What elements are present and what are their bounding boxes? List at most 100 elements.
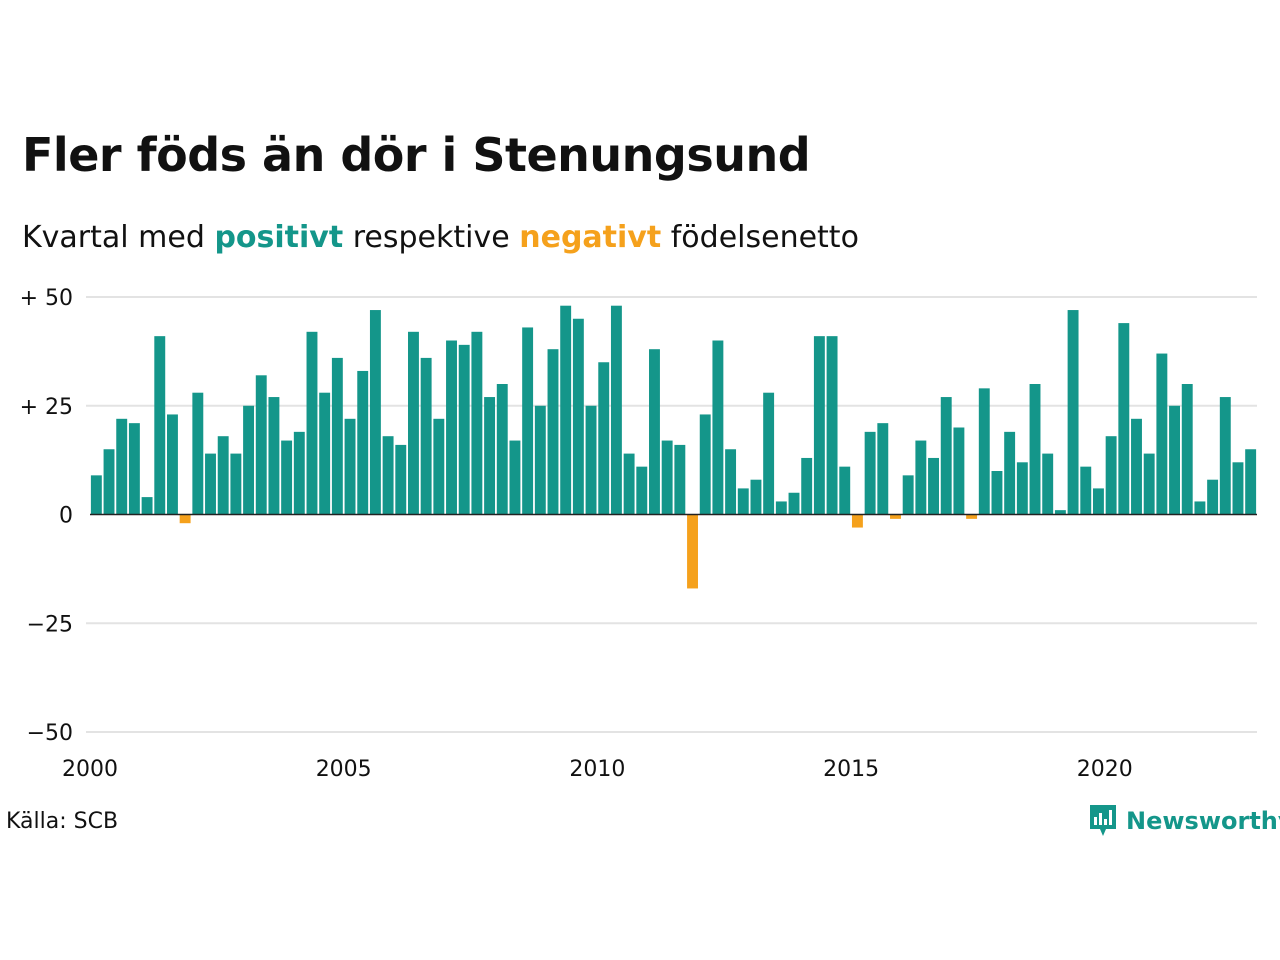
- bar: [1131, 418, 1142, 515]
- bar: [192, 392, 204, 515]
- bar: [547, 349, 559, 515]
- source-note: Källa: SCB: [6, 809, 119, 834]
- bar: [801, 457, 813, 515]
- bar: [319, 392, 331, 515]
- bar: [1245, 449, 1257, 515]
- newsworthy-logo-icon: [1090, 805, 1116, 836]
- bar: [344, 418, 356, 515]
- bar: [737, 488, 749, 515]
- bar: [775, 501, 787, 515]
- bar: [725, 449, 737, 515]
- bar: [763, 392, 775, 515]
- bar: [699, 414, 711, 515]
- x-tick-label: 2010: [569, 757, 625, 782]
- bar: [369, 310, 381, 515]
- bar: [395, 444, 407, 515]
- bar: [788, 492, 800, 515]
- bar: [306, 331, 318, 515]
- bar: [915, 440, 927, 515]
- bar: [585, 405, 597, 515]
- bar: [331, 357, 343, 515]
- bar: [1194, 501, 1206, 515]
- bar: [1004, 431, 1016, 515]
- bar: [509, 440, 521, 515]
- x-tick-label: 2000: [62, 757, 118, 782]
- bar: [1143, 453, 1155, 515]
- bar: [940, 397, 952, 515]
- bar: [623, 453, 635, 515]
- bar: [560, 305, 572, 515]
- subtitle-prefix: Kvartal med: [22, 220, 205, 255]
- bar: [217, 436, 229, 515]
- bar: [281, 440, 293, 515]
- bar: [496, 384, 508, 515]
- bar: [255, 375, 267, 515]
- bar: [1067, 310, 1079, 515]
- bar: [90, 475, 102, 515]
- subtitle-middle: respektive: [352, 220, 510, 255]
- bar: [205, 453, 216, 515]
- chart-subtitle: Kvartal med positivt respektive negativt…: [22, 220, 859, 255]
- x-tick-label: 2005: [316, 757, 372, 782]
- bar: [902, 475, 914, 515]
- bar: [141, 497, 153, 515]
- bar: [1054, 510, 1066, 515]
- bar: [1042, 453, 1054, 515]
- bar: [1029, 384, 1041, 515]
- bar: [928, 457, 939, 515]
- bar: [839, 466, 851, 515]
- bar: [661, 440, 673, 515]
- brand-logo: Newsworthy: [1088, 803, 1280, 839]
- bar: [1232, 462, 1244, 515]
- bar: [826, 336, 838, 515]
- bar: [1118, 323, 1130, 515]
- bar: [1105, 436, 1117, 515]
- bar: [1219, 397, 1231, 515]
- bar: [712, 340, 724, 515]
- bar: [471, 331, 483, 515]
- bar: [446, 340, 457, 515]
- bar: [750, 479, 762, 515]
- bar: [484, 397, 496, 515]
- bar: [674, 444, 686, 515]
- y-tick-label: + 25: [20, 395, 73, 420]
- bar: [1080, 466, 1092, 515]
- bar: [1207, 479, 1219, 515]
- bar: [649, 349, 660, 515]
- y-tick-label: −50: [27, 721, 73, 746]
- subtitle-suffix: födelsenetto: [670, 220, 859, 255]
- bar: [1092, 488, 1104, 515]
- bar: [179, 514, 191, 524]
- bar: [851, 514, 863, 528]
- bar: [890, 514, 901, 519]
- bar: [230, 453, 242, 515]
- bar: [1156, 353, 1168, 515]
- bar: [1016, 462, 1028, 515]
- subtitle-negative-label: negativt: [519, 220, 662, 255]
- bar: [813, 336, 825, 515]
- brand-name: Newsworthy: [1126, 807, 1280, 835]
- bar: [128, 423, 140, 515]
- bar: [167, 414, 178, 515]
- bar: [433, 418, 445, 515]
- bar: [268, 397, 280, 515]
- bar: [408, 331, 419, 515]
- bar: [966, 514, 978, 519]
- bar: [953, 427, 965, 515]
- bar: [598, 362, 610, 515]
- bar: [636, 466, 648, 515]
- subtitle-positive-label: positivt: [214, 220, 344, 255]
- bar: [1181, 384, 1193, 515]
- y-tick-label: −25: [27, 612, 73, 637]
- bar: [610, 305, 622, 515]
- bar: [978, 388, 990, 515]
- chart-title: Fler föds än dör i Stenungsund: [22, 128, 811, 182]
- bar: [458, 344, 470, 515]
- bar: [864, 431, 876, 515]
- bar: [116, 418, 128, 515]
- bar: [991, 471, 1003, 515]
- bar: [103, 449, 115, 515]
- x-tick-label: 2020: [1077, 757, 1133, 782]
- bar: [572, 318, 584, 515]
